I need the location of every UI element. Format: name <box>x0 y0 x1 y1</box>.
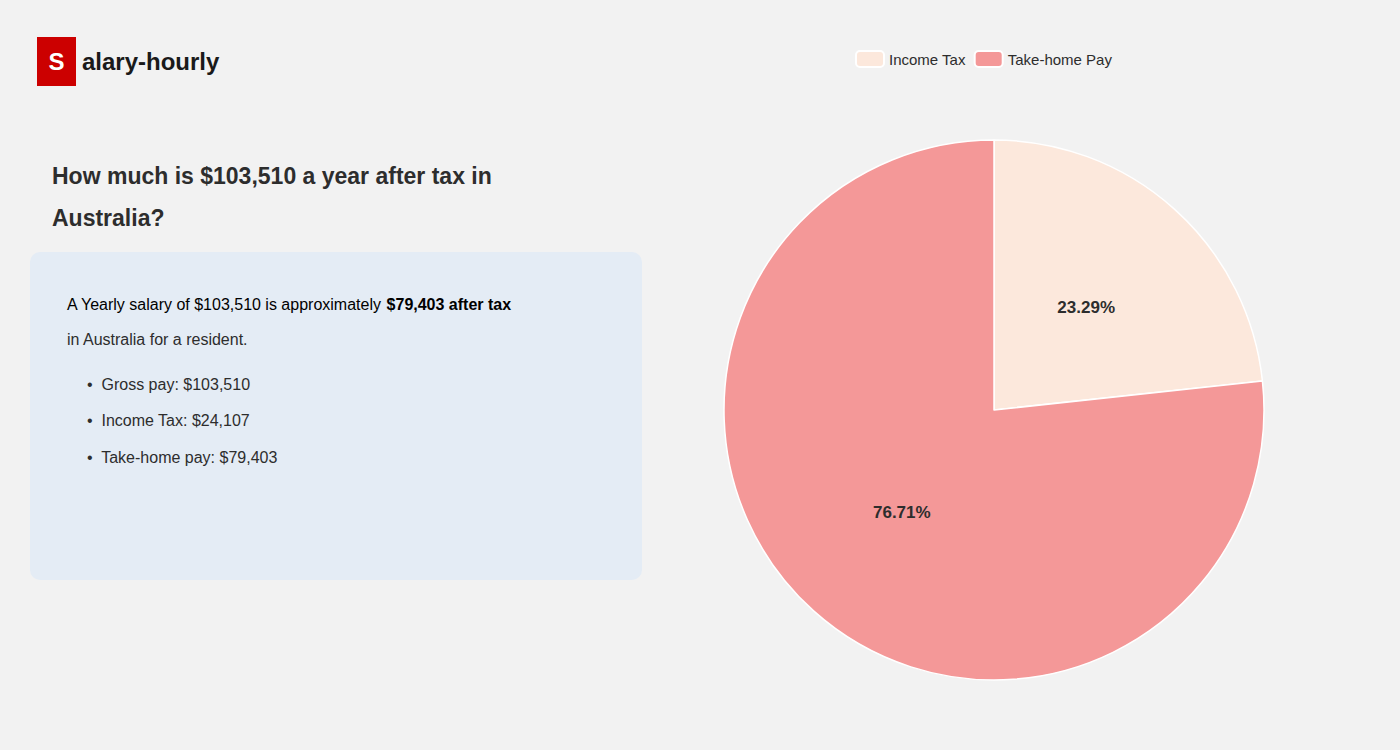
svg-text:23.29%: 23.29% <box>1057 298 1115 317</box>
svg-text:• Gross pay: $103,510: • Gross pay: $103,510 <box>87 376 250 393</box>
svg-text:How much is $103,510 a year af: How much is $103,510 a year after tax in <box>52 163 492 189</box>
svg-text:• Income Tax: $24,107: • Income Tax: $24,107 <box>87 412 250 429</box>
svg-text:• Take-home pay: $79,403: • Take-home pay: $79,403 <box>87 449 277 466</box>
svg-text:Take-home Pay: Take-home Pay <box>1008 51 1113 68</box>
svg-text:alary-hourly: alary-hourly <box>82 48 220 75</box>
svg-text:76.71%: 76.71% <box>873 503 931 522</box>
svg-text:Australia?: Australia? <box>52 205 164 231</box>
svg-text:Income Tax: Income Tax <box>889 51 966 68</box>
svg-text:S: S <box>48 48 64 75</box>
svg-text:in Australia for a resident.: in Australia for a resident. <box>67 331 248 348</box>
svg-text:A Yearly salary of $103,510 is: A Yearly salary of $103,510 is approxima… <box>67 296 385 313</box>
svg-text:$79,403 after tax: $79,403 after tax <box>387 296 512 313</box>
